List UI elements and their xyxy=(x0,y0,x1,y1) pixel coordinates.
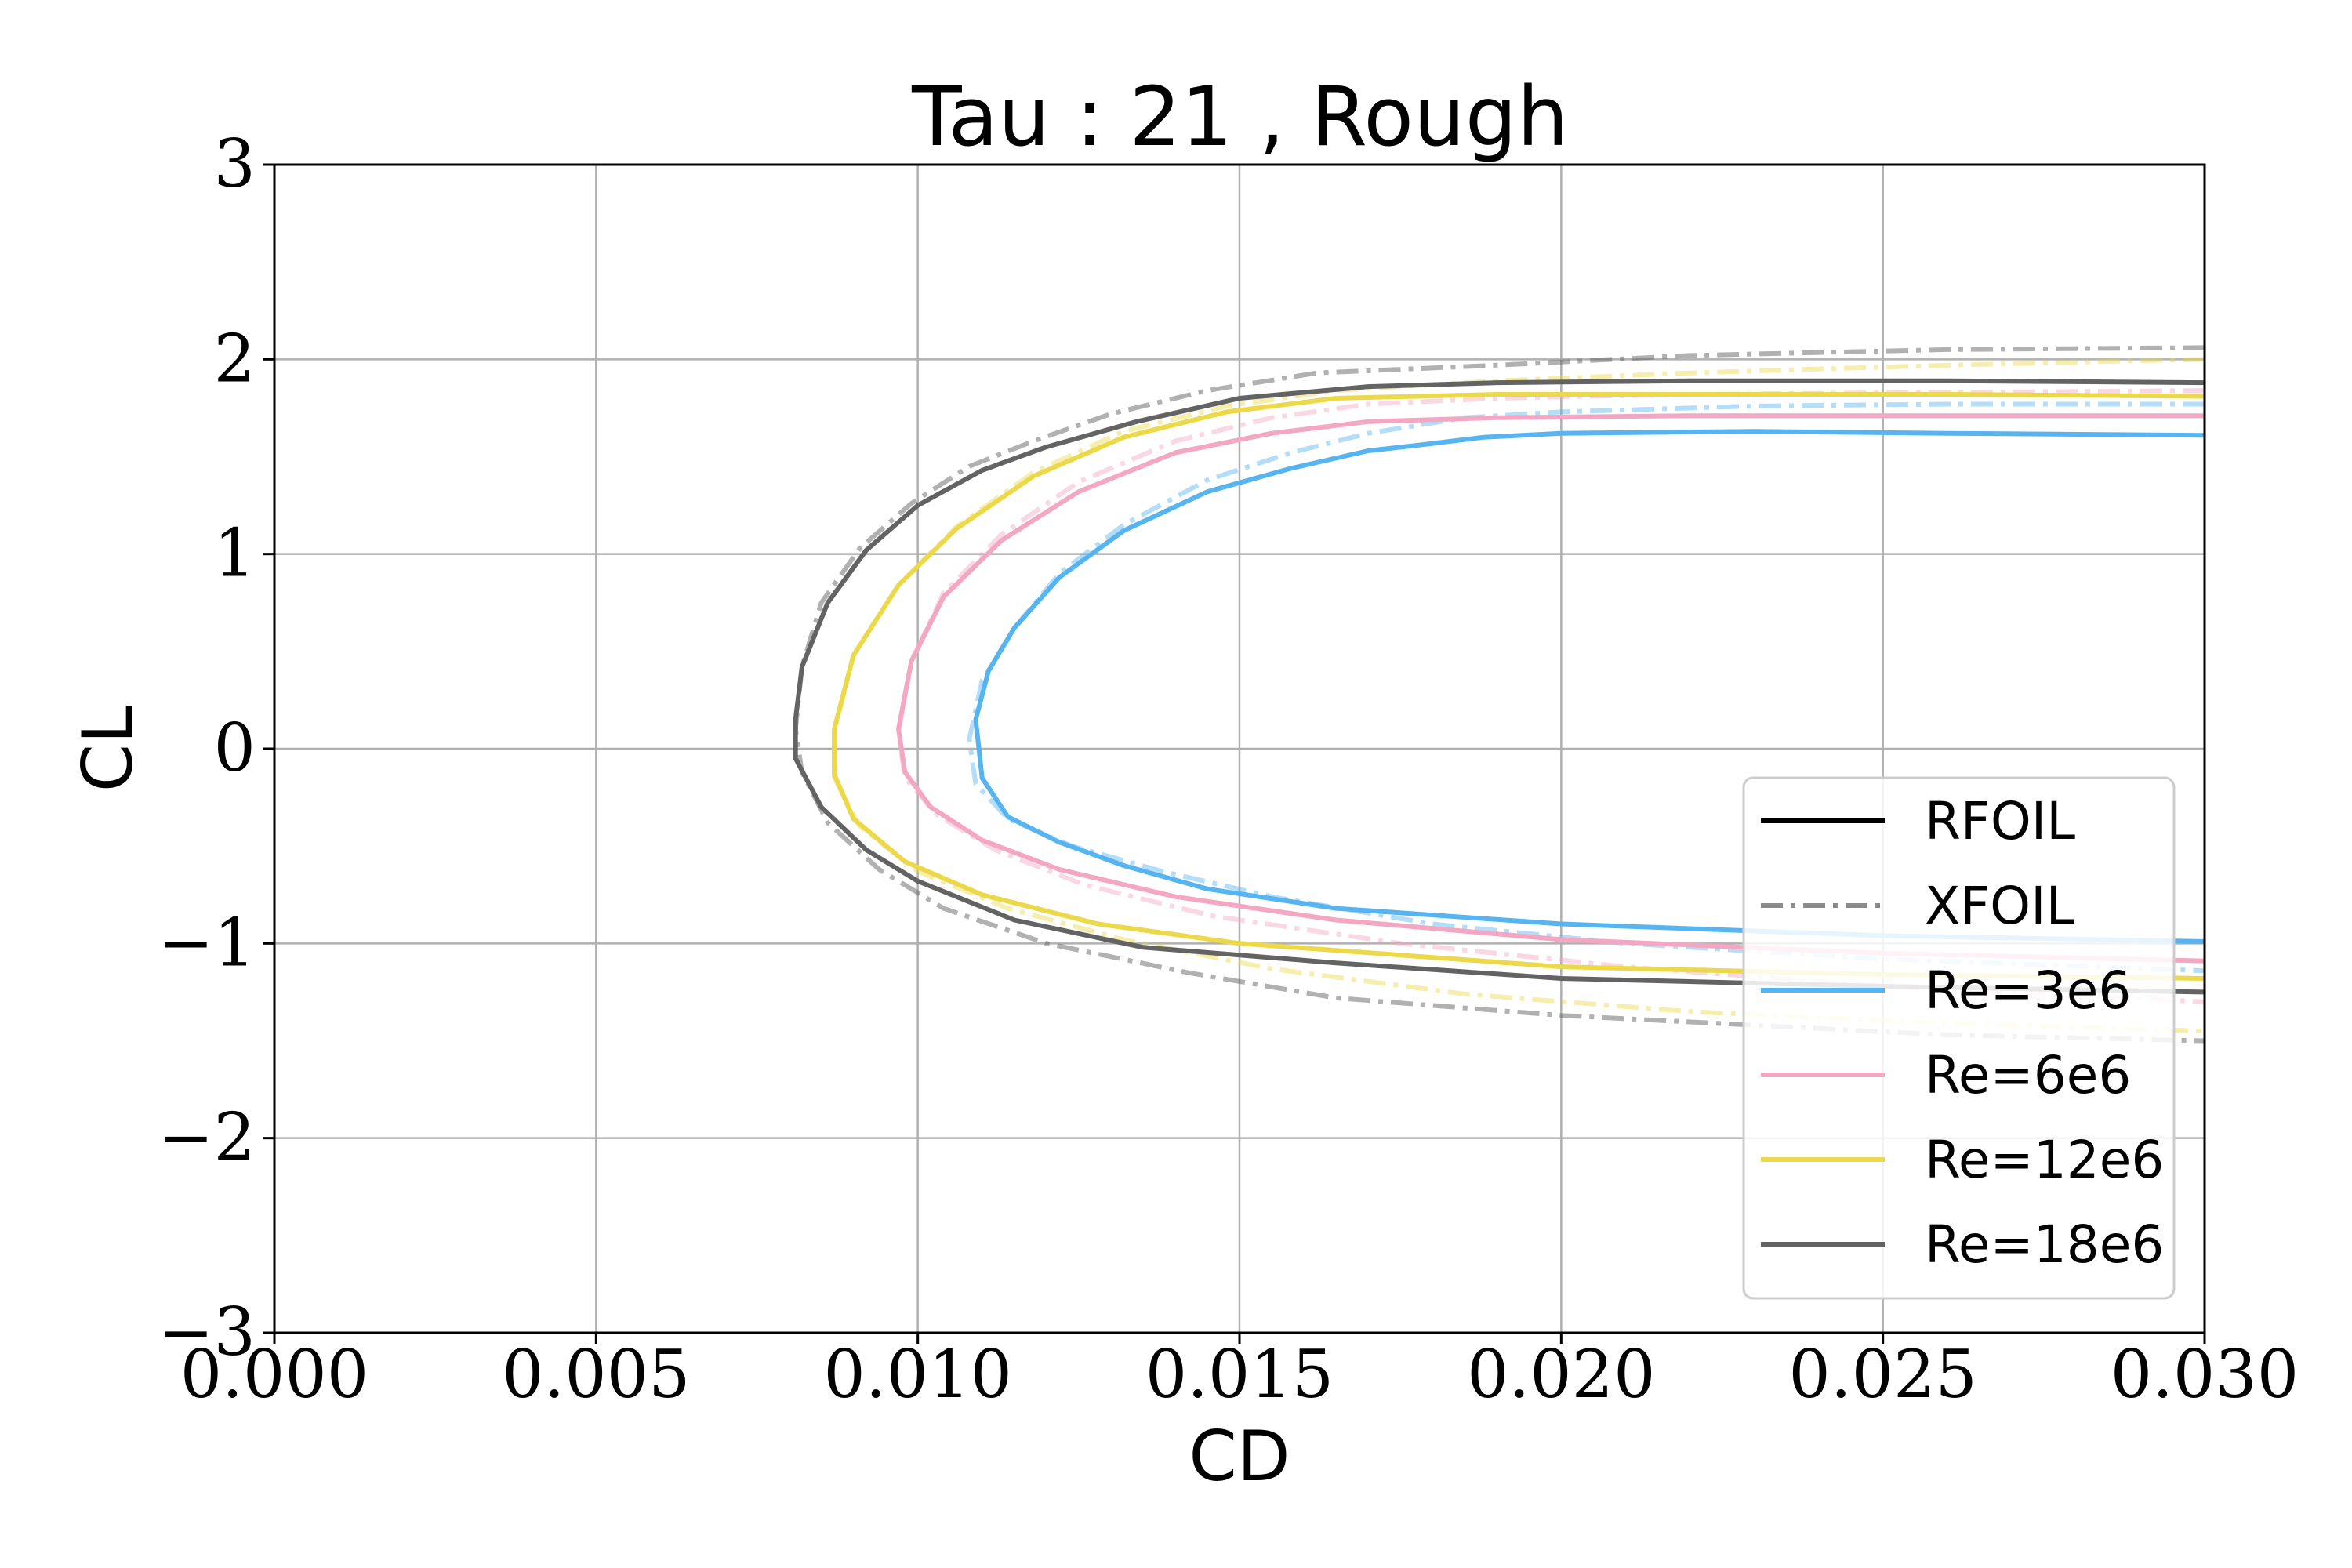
legend: RFOIL XFOIL Re=3e6 Re=6e6 Re=12e6 Re=18e6 xyxy=(1742,776,2176,1300)
series-line-rfoil-re-18e6 xyxy=(793,378,2205,995)
legend-label: RFOIL xyxy=(1925,791,2075,851)
y-tick-label: −1 xyxy=(158,904,256,981)
legend-label: Re=3e6 xyxy=(1925,960,2131,1021)
x-tick-label: 0.000 xyxy=(180,1336,368,1413)
y-tick-label: −3 xyxy=(158,1294,256,1370)
series-line-rfoil-re-6e6 xyxy=(896,413,2205,964)
x-tick-label: 0.015 xyxy=(1145,1336,1334,1413)
legend-label: Re=18e6 xyxy=(1925,1214,2164,1275)
y-tick-label: 0 xyxy=(214,710,256,786)
legend-label: XFOIL xyxy=(1925,876,2075,936)
y-axis-label: CL xyxy=(67,706,148,792)
x-tick-label: 0.010 xyxy=(823,1336,1011,1413)
x-tick-label: 0.020 xyxy=(1467,1336,1655,1413)
x-axis-label: CD xyxy=(1189,1416,1290,1497)
x-tick-label: 0.025 xyxy=(1788,1336,1976,1413)
chart-title: Tau : 21 , Rough xyxy=(911,69,1569,165)
x-tick-label: 0.005 xyxy=(502,1336,690,1413)
legend-label: Re=6e6 xyxy=(1925,1045,2131,1105)
y-tick-label: 1 xyxy=(214,515,256,592)
y-tick-label: 3 xyxy=(214,125,256,202)
y-tick-label: 2 xyxy=(214,320,256,397)
series-layer xyxy=(793,345,2205,1044)
y-tick-label: −2 xyxy=(158,1099,256,1176)
legend-label: Re=12e6 xyxy=(1925,1130,2164,1190)
x-tick-label: 0.030 xyxy=(2111,1336,2299,1413)
series-line-rfoil-re-3e6 xyxy=(973,429,2205,944)
axis-ticks: 0.000 0.005 0.010 0.015 0.020 0.025 0.030 3 2 1 0 −… xyxy=(158,125,2299,1413)
series-line-rfoil-re-12e6 xyxy=(832,392,2205,981)
